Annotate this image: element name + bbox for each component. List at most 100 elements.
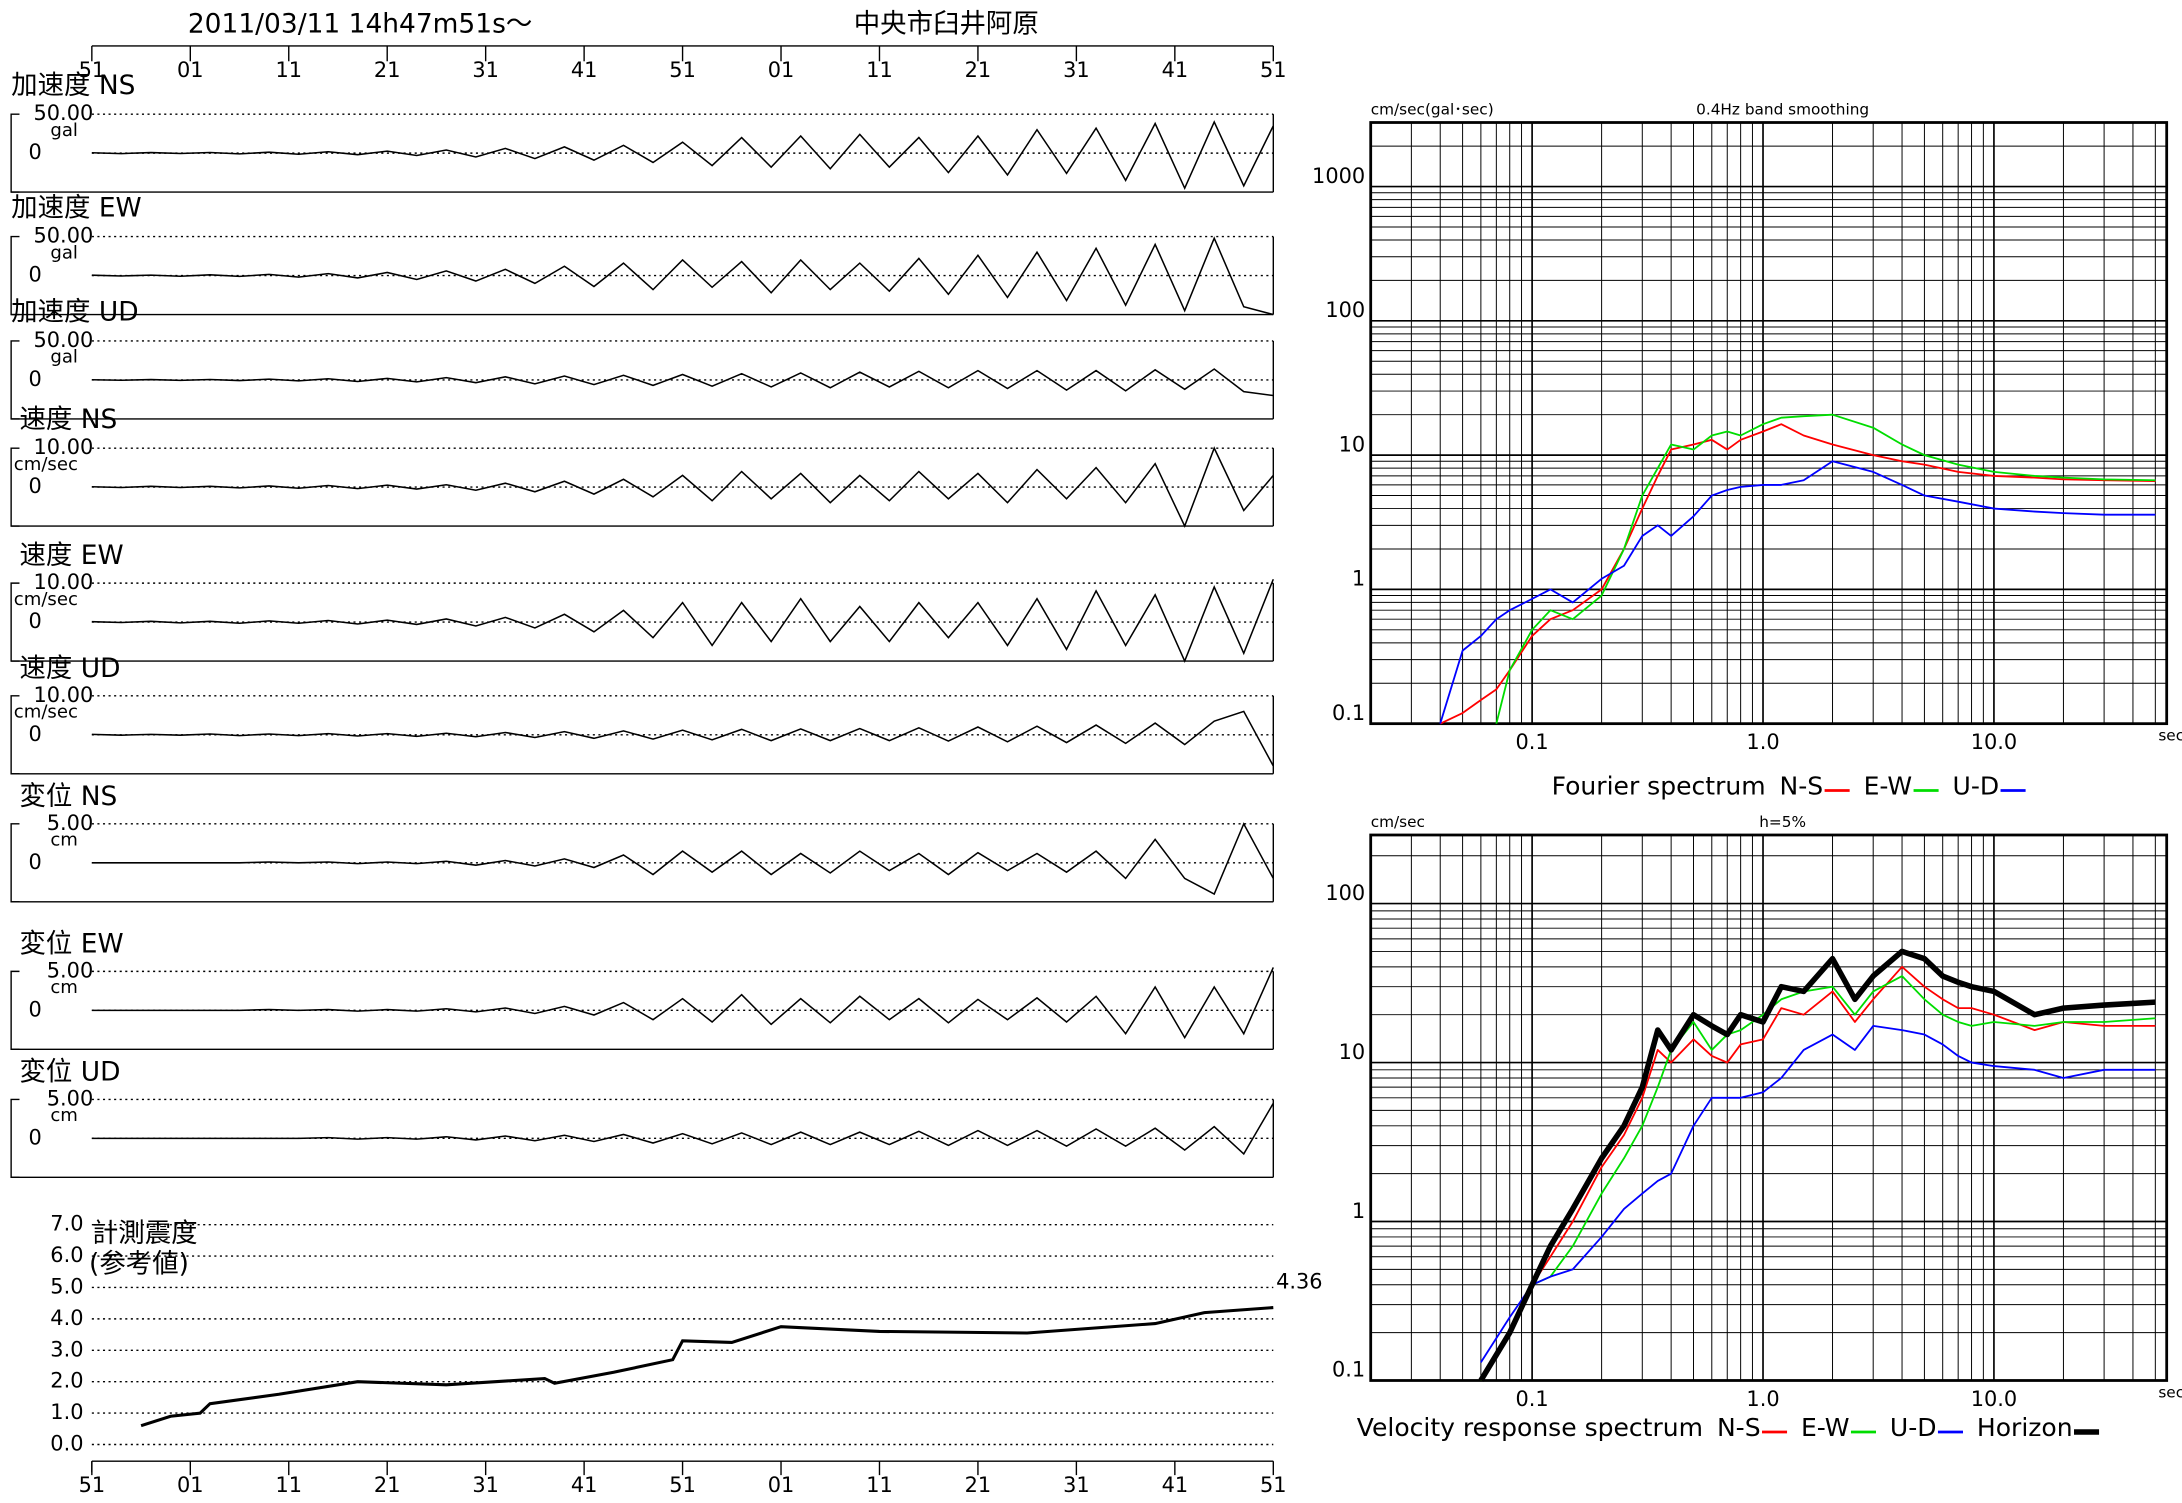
y-tick-label: 0 <box>28 263 41 287</box>
trace-label: 加速度 NS <box>11 70 135 101</box>
y-tick-label: 0.1 <box>1332 701 1365 725</box>
x-tick-label: 51 <box>79 58 106 82</box>
spectrum-line <box>1495 413 2156 724</box>
x-tick-label: 1.0 <box>1746 730 1779 754</box>
trace-label: 変位 NS <box>19 781 117 812</box>
trace-unit: gal <box>50 120 78 141</box>
data-label: 4.36 <box>1276 1270 1322 1294</box>
caption: Velocity response spectrum <box>1357 1413 1703 1442</box>
x-tick-label: 1.0 <box>1746 1387 1779 1411</box>
y-tick-label: 2.0 <box>50 1369 83 1393</box>
trace-unit: cm/sec <box>14 589 78 610</box>
trace-unit: gal <box>50 242 78 263</box>
y-tick-label: 50.00 <box>34 101 94 125</box>
intensity-line <box>140 1306 1274 1428</box>
y-tick-label: 100 <box>1325 881 1365 905</box>
trace-unit: cm/sec <box>14 702 78 723</box>
y-tick-label: 10 <box>1339 432 1366 456</box>
trace-label: 速度 UD <box>19 653 120 684</box>
legend-label: U-D <box>1890 1413 1937 1442</box>
y-tick-label: 0 <box>28 722 41 746</box>
x-tick-label: 11 <box>275 1473 302 1497</box>
x-tick-label: 41 <box>1162 1473 1189 1497</box>
x-tick-label: 10.0 <box>1971 730 2017 754</box>
chart-title: h=5% <box>1759 813 1806 831</box>
legend-label: E-W <box>1864 772 1913 801</box>
x-tick-label: 0.1 <box>1516 730 1549 754</box>
chart-subtitle: (参考値) <box>89 1248 189 1279</box>
waveform <box>91 446 1274 529</box>
plot-frame <box>1369 121 2169 726</box>
waveform <box>91 578 1275 664</box>
trace-label: 加速度 EW <box>11 192 142 223</box>
spectrum-line <box>1480 1025 2156 1363</box>
y-tick-label: 5.0 <box>50 1274 83 1298</box>
spectrum-line <box>1478 948 2156 1382</box>
x-tick-label: 51 <box>669 58 696 82</box>
x-tick-label: 31 <box>472 58 499 82</box>
y-tick-label: 0 <box>28 367 41 391</box>
x-tick-label: 51 <box>79 1473 106 1497</box>
y-tick-label: 1.0 <box>50 1400 83 1424</box>
y-tick-label: 7.0 <box>50 1212 83 1236</box>
spectrum-line <box>1480 965 2156 1381</box>
x-axis-label: sec <box>2158 727 2182 745</box>
y-tick-label: 0.0 <box>50 1432 83 1456</box>
y-axis-label: cm/sec <box>1371 813 1425 831</box>
spectrum-line <box>1439 423 2156 725</box>
y-axis-label: cm/sec(gal･sec) <box>1371 100 1494 118</box>
y-tick-label: 0.1 <box>1332 1358 1365 1382</box>
trace-unit: cm <box>50 830 78 851</box>
x-tick-label: 01 <box>177 58 204 82</box>
spectrum-line <box>1439 460 2156 724</box>
trace-unit: gal <box>50 347 78 368</box>
trace-unit: cm <box>50 1105 78 1126</box>
x-tick-label: 01 <box>177 1473 204 1497</box>
y-tick-label: 0 <box>28 140 41 164</box>
y-tick-label: 10.00 <box>34 683 94 707</box>
y-tick-label: 10.00 <box>34 435 94 459</box>
y-tick-label: 0 <box>28 474 41 498</box>
legend-label: Horizon <box>1977 1413 2073 1442</box>
legend-label: E-W <box>1801 1413 1850 1442</box>
y-tick-label: 3.0 <box>50 1337 83 1361</box>
y-tick-label: 0 <box>28 609 41 633</box>
x-tick-label: 41 <box>1162 58 1189 82</box>
x-tick-label: 51 <box>669 1473 696 1497</box>
waveform <box>91 1102 1274 1156</box>
x-tick-label: 31 <box>1063 58 1090 82</box>
waveform <box>91 368 1274 397</box>
chart-subtitle: 中央市臼井阿原 <box>854 9 1039 40</box>
y-tick-label: 1 <box>1352 1199 1365 1223</box>
waveform <box>91 710 1274 767</box>
y-tick-label: 0 <box>28 1125 41 1149</box>
y-tick-label: 5.00 <box>47 811 93 835</box>
x-axis-label: sec <box>2158 1384 2182 1402</box>
trace-unit: cm/sec <box>14 454 78 475</box>
y-tick-label: 0 <box>28 997 41 1021</box>
y-tick-label: 1000 <box>1312 164 1365 188</box>
legend-label: U-D <box>1953 772 2000 801</box>
trace-label: 加速度 UD <box>11 297 138 328</box>
x-tick-label: 11 <box>866 1473 893 1497</box>
y-tick-label: 50.00 <box>34 328 94 352</box>
y-tick-label: 50.00 <box>34 224 94 248</box>
trace-unit: cm <box>50 977 78 998</box>
x-tick-label: 21 <box>965 58 992 82</box>
waveform <box>91 120 1274 191</box>
y-tick-label: 10.00 <box>34 570 94 594</box>
chart-title: 計測震度 <box>92 1218 198 1249</box>
y-tick-label: 10 <box>1339 1040 1366 1064</box>
x-tick-label: 21 <box>374 1473 401 1497</box>
x-tick-label: 51 <box>1260 58 1287 82</box>
chart-title: 2011/03/11 14h47m51s〜 <box>188 9 532 40</box>
x-tick-label: 41 <box>571 58 598 82</box>
x-tick-label: 11 <box>275 58 302 82</box>
y-tick-label: 0 <box>28 850 41 874</box>
trace-label: 変位 UD <box>19 1056 120 1087</box>
y-tick-label: 5.00 <box>47 958 93 982</box>
x-tick-label: 31 <box>472 1473 499 1497</box>
y-tick-label: 6.0 <box>50 1243 83 1267</box>
plot-frame <box>1369 833 2169 1382</box>
